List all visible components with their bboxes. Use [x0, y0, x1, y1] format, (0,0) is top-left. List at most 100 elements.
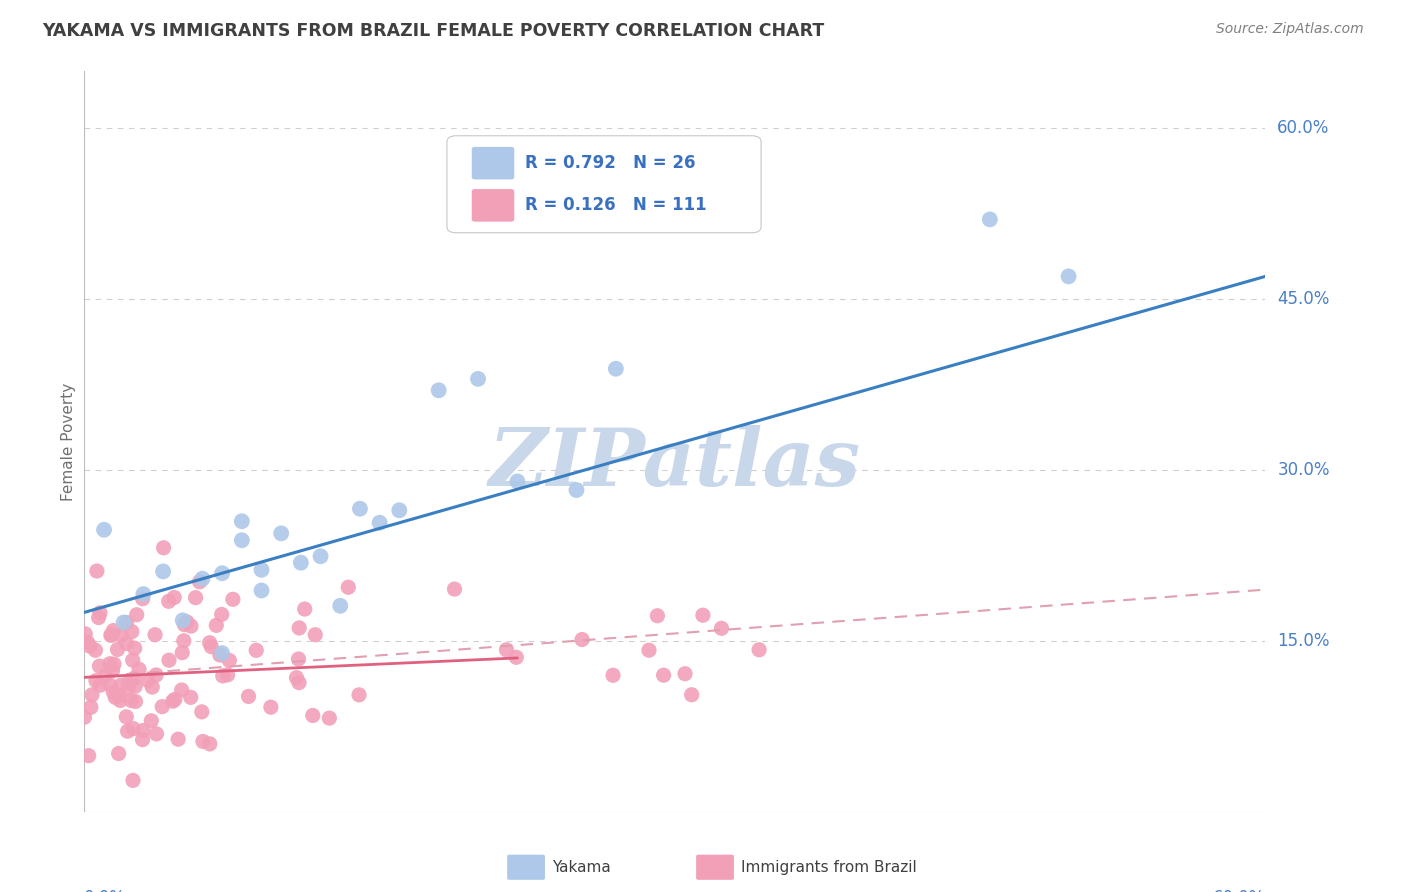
Point: [571, 632, 593, 647]
Point: [652, 668, 675, 682]
Point: [107, 747, 129, 761]
Point: [128, 662, 150, 676]
Point: [107, 642, 129, 657]
FancyBboxPatch shape: [472, 189, 515, 221]
Point: [605, 361, 627, 376]
Point: [172, 613, 194, 627]
Point: [117, 681, 139, 696]
Point: [349, 501, 371, 516]
Point: [117, 724, 139, 739]
Point: [673, 666, 696, 681]
Point: [94, 668, 117, 682]
Point: [347, 688, 370, 702]
Point: [110, 678, 132, 692]
Point: [188, 574, 211, 589]
Point: [172, 646, 194, 660]
Point: [121, 624, 143, 639]
Text: 60.0%: 60.0%: [1277, 120, 1330, 137]
Point: [87, 610, 110, 624]
Point: [93, 523, 115, 537]
Point: [98, 657, 121, 671]
Point: [1057, 269, 1080, 284]
Point: [198, 636, 221, 650]
Point: [260, 700, 283, 714]
Point: [288, 675, 311, 690]
Point: [84, 673, 107, 688]
Point: [309, 549, 332, 564]
Point: [167, 732, 190, 747]
Text: Yakama: Yakama: [553, 860, 610, 875]
Point: [388, 503, 411, 517]
Point: [115, 615, 138, 630]
Point: [79, 639, 101, 653]
Point: [104, 690, 127, 705]
Text: R = 0.126   N = 111: R = 0.126 N = 111: [524, 196, 706, 214]
Point: [748, 642, 770, 657]
Text: Source: ZipAtlas.com: Source: ZipAtlas.com: [1216, 22, 1364, 37]
Point: [218, 653, 240, 667]
Point: [270, 526, 292, 541]
Point: [180, 690, 202, 705]
Point: [122, 671, 145, 685]
Text: 30.0%: 30.0%: [1277, 461, 1330, 479]
Text: 0.0%: 0.0%: [84, 889, 127, 892]
Point: [495, 642, 517, 657]
Point: [506, 475, 529, 489]
Point: [288, 621, 311, 635]
Point: [152, 565, 174, 579]
Point: [211, 566, 233, 581]
Point: [287, 652, 309, 666]
Point: [231, 533, 253, 548]
Point: [89, 678, 111, 692]
Point: [145, 668, 167, 682]
Point: [157, 653, 180, 667]
Point: [84, 643, 107, 657]
Point: [77, 748, 100, 763]
Point: [163, 692, 186, 706]
Point: [131, 591, 153, 606]
FancyBboxPatch shape: [696, 855, 734, 880]
Point: [89, 659, 111, 673]
Point: [98, 678, 121, 692]
Point: [86, 564, 108, 578]
Point: [294, 602, 316, 616]
Point: [290, 556, 312, 570]
Point: [211, 607, 233, 622]
Point: [152, 541, 174, 555]
Point: [238, 690, 260, 704]
Point: [173, 617, 195, 632]
Point: [245, 643, 267, 657]
Point: [75, 627, 97, 641]
Point: [122, 722, 145, 736]
Point: [80, 688, 103, 702]
Point: [191, 572, 214, 586]
Point: [198, 737, 221, 751]
Point: [231, 514, 253, 528]
Point: [132, 723, 155, 738]
Point: [120, 693, 142, 707]
Text: YAKAMA VS IMMIGRANTS FROM BRAZIL FEMALE POVERTY CORRELATION CHART: YAKAMA VS IMMIGRANTS FROM BRAZIL FEMALE …: [42, 22, 824, 40]
Point: [250, 583, 273, 598]
Point: [565, 483, 588, 497]
Point: [602, 668, 624, 682]
Point: [180, 619, 202, 633]
Point: [103, 685, 125, 699]
Point: [211, 646, 233, 660]
Point: [100, 628, 122, 642]
Point: [124, 641, 146, 656]
Point: [205, 618, 228, 632]
Point: [692, 608, 714, 623]
Point: [222, 592, 245, 607]
Point: [76, 635, 98, 649]
Point: [150, 699, 173, 714]
Text: 15.0%: 15.0%: [1277, 632, 1330, 650]
Point: [304, 628, 326, 642]
Point: [103, 624, 125, 638]
Point: [301, 708, 323, 723]
Point: [112, 615, 135, 630]
Point: [184, 591, 207, 605]
Point: [318, 711, 340, 725]
Point: [191, 734, 214, 748]
Point: [101, 664, 124, 678]
Point: [141, 714, 163, 728]
